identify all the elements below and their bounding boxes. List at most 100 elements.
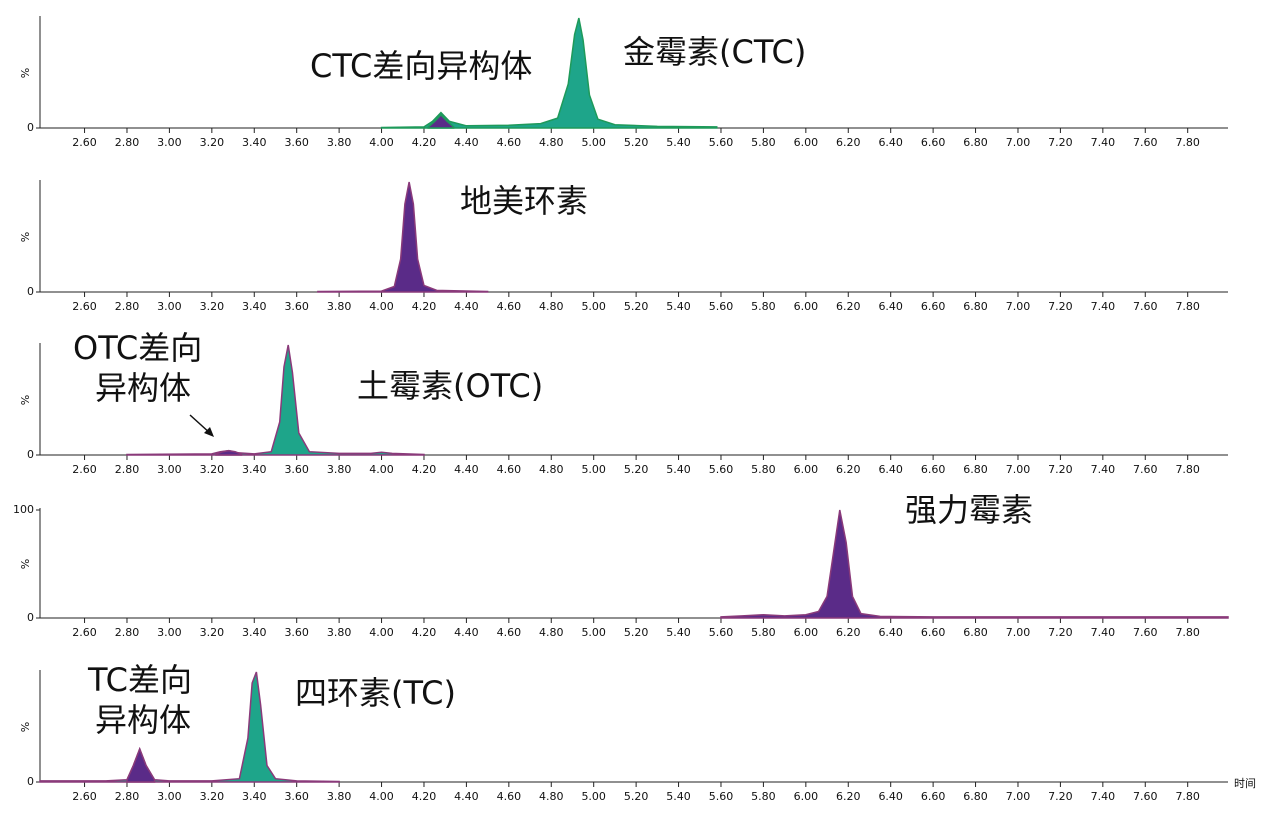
y-axis-label: %: [19, 395, 32, 405]
x-tick-label: 4.40: [454, 300, 479, 313]
x-tick-label: 6.60: [921, 626, 946, 639]
x-tick-label: 5.20: [624, 790, 649, 803]
x-tick-label: 6.60: [921, 463, 946, 476]
x-tick-label: 6.00: [794, 626, 819, 639]
x-tick-label: 7.00: [1006, 136, 1031, 149]
peak-annotation: CTC差向异构体: [310, 47, 532, 85]
x-tick-label: 4.20: [412, 626, 437, 639]
x-tick-label: 5.40: [666, 136, 691, 149]
y-tick-label: 0: [27, 448, 34, 461]
x-tick-label: 6.00: [794, 463, 819, 476]
x-tick-label: 4.80: [539, 790, 564, 803]
x-tick-label: 3.20: [200, 300, 225, 313]
x-tick-label: 5.40: [666, 463, 691, 476]
x-tick-label: 5.60: [709, 136, 734, 149]
x-tick-label: 6.40: [878, 300, 903, 313]
x-tick-label: 7.80: [1175, 626, 1200, 639]
y-axis-label: %: [19, 232, 32, 242]
x-tick-label: 3.20: [200, 790, 225, 803]
x-tick-label: 3.20: [200, 136, 225, 149]
x-tick-label: 6.00: [794, 136, 819, 149]
peak-annotation: 异构体: [95, 701, 191, 739]
x-tick-label: 5.40: [666, 626, 691, 639]
peak-annotation: 金霉素(CTC): [623, 33, 806, 71]
x-tick-label: 2.80: [115, 790, 140, 803]
annotation-arrowhead: [204, 427, 214, 437]
x-tick-label: 3.00: [157, 626, 182, 639]
x-tick-label: 4.40: [454, 626, 479, 639]
x-tick-label: 5.00: [581, 300, 606, 313]
x-tick-label: 3.60: [284, 463, 309, 476]
x-tick-label: 5.80: [751, 626, 776, 639]
y-axis-label: %: [19, 68, 32, 78]
x-tick-label: 4.60: [497, 626, 522, 639]
x-tick-label: 5.20: [624, 626, 649, 639]
x-tick-label: 5.60: [709, 790, 734, 803]
x-tick-label: 6.80: [963, 463, 988, 476]
peak-area: [720, 509, 1229, 619]
x-tick-label: 7.00: [1006, 626, 1031, 639]
x-tick-label: 3.20: [200, 626, 225, 639]
peak-annotation: 地美环素: [460, 182, 588, 220]
x-tick-label: 2.60: [72, 300, 97, 313]
x-tick-label: 6.40: [878, 626, 903, 639]
x-tick-label: 6.20: [836, 463, 861, 476]
x-tick-label: 7.40: [1091, 300, 1116, 313]
y-tick-label: 0: [27, 285, 34, 298]
x-tick-label: 6.60: [921, 790, 946, 803]
x-tick-label: 3.80: [327, 463, 352, 476]
x-tick-label: 4.40: [454, 463, 479, 476]
x-tick-label: 3.80: [327, 790, 352, 803]
x-tick-label: 3.60: [284, 136, 309, 149]
x-tick-label: 5.80: [751, 136, 776, 149]
x-tick-label: 2.80: [115, 626, 140, 639]
x-tick-label: 5.80: [751, 790, 776, 803]
x-tick-label: 3.00: [157, 463, 182, 476]
x-tick-label: 3.40: [242, 136, 267, 149]
x-tick-label: 7.00: [1006, 790, 1031, 803]
peak-area: [317, 181, 489, 293]
x-tick-label: 6.80: [963, 136, 988, 149]
x-tick-label: 3.40: [242, 626, 267, 639]
x-tick-label: 7.20: [1048, 300, 1073, 313]
x-tick-label: 7.00: [1006, 300, 1031, 313]
y-tick-label: 100: [13, 503, 34, 516]
x-tick-label: 4.80: [539, 300, 564, 313]
x-tick-label: 5.40: [666, 300, 691, 313]
x-tick-label: 2.80: [115, 300, 140, 313]
x-tick-label: 4.80: [539, 626, 564, 639]
x-tick-label: 4.80: [539, 136, 564, 149]
x-tick-label: 7.80: [1175, 136, 1200, 149]
peak-area: [427, 113, 455, 129]
x-tick-label: 2.60: [72, 136, 97, 149]
x-tick-label: 6.20: [836, 626, 861, 639]
x-tick-label: 4.20: [412, 790, 437, 803]
y-tick-label: 0: [27, 611, 34, 624]
x-tick-label: 4.20: [412, 463, 437, 476]
x-tick-label: 6.60: [921, 136, 946, 149]
x-tick-label: 7.20: [1048, 626, 1073, 639]
x-tick-label: 4.00: [369, 136, 394, 149]
x-tick-label: 7.80: [1175, 300, 1200, 313]
x-tick-label: 3.80: [327, 626, 352, 639]
x-tick-label: 4.60: [497, 136, 522, 149]
peak-area: [380, 17, 718, 129]
x-tick-label: 3.60: [284, 790, 309, 803]
x-tick-label: 4.20: [412, 300, 437, 313]
x-tick-label: 6.80: [963, 300, 988, 313]
x-tick-label: 7.40: [1091, 463, 1116, 476]
peak-area: [126, 746, 156, 783]
x-tick-label: 7.60: [1133, 790, 1158, 803]
x-tick-label: 3.80: [327, 300, 352, 313]
x-tick-label: 7.20: [1048, 790, 1073, 803]
x-tick-label: 6.00: [794, 300, 819, 313]
x-tick-label: 4.20: [412, 136, 437, 149]
x-tick-label: 7.80: [1175, 463, 1200, 476]
x-tick-label: 6.40: [878, 136, 903, 149]
x-tick-label: 3.40: [242, 463, 267, 476]
x-tick-label: 7.20: [1048, 463, 1073, 476]
x-tick-label: 6.40: [878, 790, 903, 803]
x-tick-label: 6.80: [963, 790, 988, 803]
peak-area: [215, 449, 243, 456]
